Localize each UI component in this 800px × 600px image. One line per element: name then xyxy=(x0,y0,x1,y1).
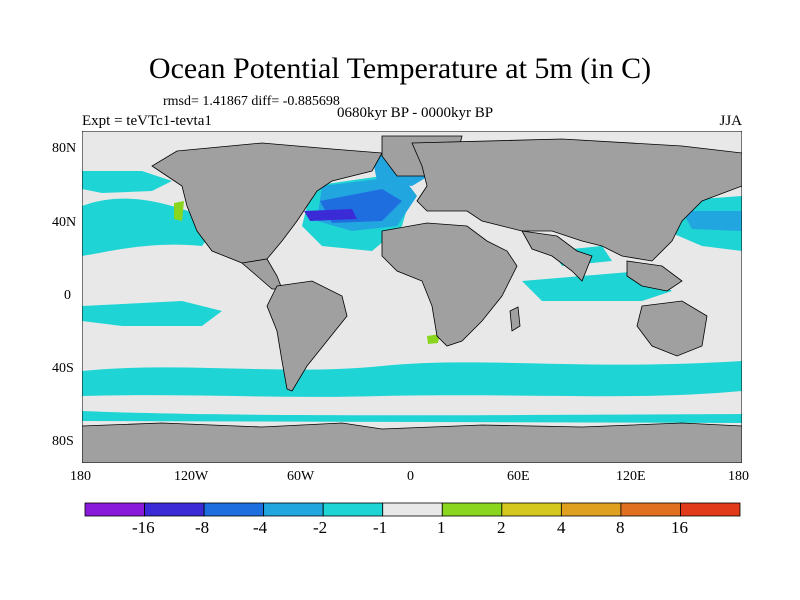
experiment-label: Expt = teVTc1-tevta1 xyxy=(82,113,212,129)
stats-text: rmsd= 1.41867 diff= -0.885698 xyxy=(163,94,340,109)
colorbar-swatch-0 xyxy=(84,502,145,517)
plot-subtitle: 0680kyr BP - 0000kyr BP xyxy=(336,105,494,121)
colorbar-label-neg4: -4 xyxy=(253,518,268,537)
pacific-green-patch xyxy=(174,201,184,221)
antarctic-band xyxy=(82,411,742,423)
cape-green-patch xyxy=(427,334,440,344)
colorbar-label-neg8: -8 xyxy=(195,518,210,537)
land-masses xyxy=(82,135,742,463)
map-panel xyxy=(82,131,742,463)
colorbar-swatches xyxy=(84,502,741,517)
colorbar-swatch-2 xyxy=(203,502,265,517)
lat-label-80n: 80N xyxy=(52,141,77,156)
colorbar-label-1: 1 xyxy=(437,518,446,537)
colorbar-swatch-4 xyxy=(322,502,384,517)
arabia-india-land xyxy=(521,230,593,282)
colorbar-label-8: 8 xyxy=(616,518,625,537)
lon-label-60w: 60W xyxy=(287,469,315,484)
lat-label-80s: 80S xyxy=(52,434,74,449)
north-america-land xyxy=(151,142,383,272)
east-pacific-patch xyxy=(82,301,222,326)
madagascar-land xyxy=(509,306,521,332)
colorbar-swatch-1 xyxy=(144,502,205,517)
lon-label-60e: 60E xyxy=(507,469,530,484)
colorbar-swatch-10 xyxy=(680,502,741,517)
lat-label-40n: 40N xyxy=(52,215,77,230)
colorbar-label-4: 4 xyxy=(557,518,566,537)
africa-land xyxy=(381,222,518,347)
colorbar-swatch-5 xyxy=(382,502,443,517)
south-america-land xyxy=(266,280,348,392)
colorbar-label-16: 16 xyxy=(671,518,688,537)
lon-label-120e: 120E xyxy=(616,469,646,484)
plot-title: Ocean Potential Temperature at 5m (in C) xyxy=(148,52,652,85)
colorbar-swatch-9 xyxy=(620,502,681,517)
australia-land xyxy=(636,300,708,357)
colorbar-label-neg1: -1 xyxy=(373,518,388,537)
antarctica-land xyxy=(82,422,742,463)
kuroshio-patch xyxy=(682,211,742,231)
indonesia-land xyxy=(626,260,683,292)
colorbar-label-neg16: -16 xyxy=(132,518,155,537)
lon-label-120w: 120W xyxy=(174,469,209,484)
lon-label-0: 0 xyxy=(407,469,414,484)
lat-label-0: 0 xyxy=(64,288,71,303)
eurasia-land xyxy=(411,138,742,262)
colorbar-label-2: 2 xyxy=(497,518,506,537)
southern-ocean-band xyxy=(82,361,742,397)
lon-label-180w: 180 xyxy=(70,469,91,484)
colorbar-swatch-3 xyxy=(263,502,324,517)
colorbar-swatch-6 xyxy=(441,502,503,517)
colorbar-swatch-8 xyxy=(560,502,622,517)
aleutian-patch xyxy=(82,171,172,193)
lat-label-40s: 40S xyxy=(52,361,74,376)
colorbar-swatch-7 xyxy=(501,502,562,517)
season-label: JJA xyxy=(719,113,742,129)
gulf-stream-patch xyxy=(304,209,357,221)
north-pacific-patch xyxy=(82,198,217,256)
lon-label-180e: 180 xyxy=(728,469,749,484)
colorbar-label-neg2: -2 xyxy=(313,518,328,537)
